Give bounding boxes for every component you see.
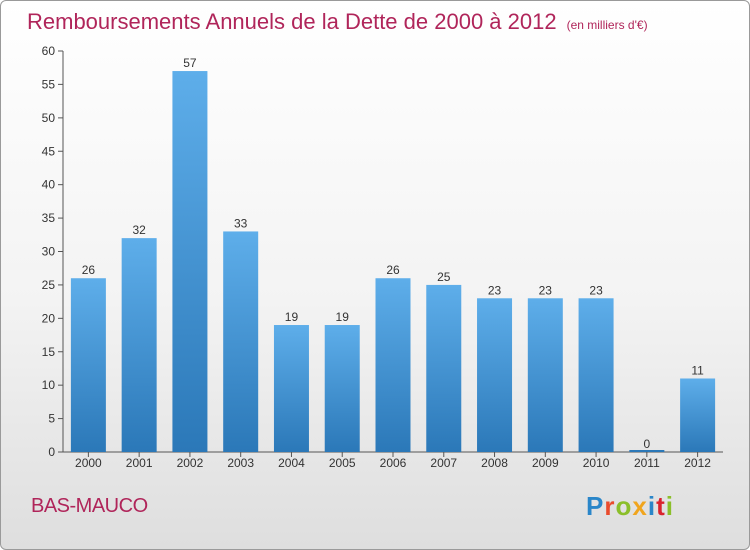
x-tick-label: 2002 <box>177 456 204 470</box>
bar-2004 <box>273 325 309 452</box>
y-tick-label: 10 <box>42 378 56 392</box>
bar-value-label: 26 <box>82 263 96 277</box>
bar-value-label: 0 <box>644 437 651 451</box>
x-tick-label: 2000 <box>75 456 102 470</box>
bar-value-label: 32 <box>132 223 146 237</box>
bar-value-label: 11 <box>691 363 704 377</box>
bar-2000 <box>70 278 106 452</box>
bar-value-label: 26 <box>386 263 400 277</box>
y-tick-label: 5 <box>48 412 55 426</box>
bar-2006 <box>375 278 411 452</box>
x-tick-label: 2001 <box>126 456 153 470</box>
y-tick-label: 0 <box>48 445 55 459</box>
x-tick-label: 2005 <box>329 456 356 470</box>
y-axis-ticks: 0 5 10 15 20 25 30 35 40 45 50 55 60 <box>42 44 63 459</box>
logo-letter: o <box>615 491 633 521</box>
y-tick-label: 50 <box>42 111 56 125</box>
y-tick-label: 35 <box>42 211 56 225</box>
bar-value-label: 57 <box>183 56 197 70</box>
x-tick-label: 2011 <box>634 456 660 470</box>
y-tick-label: 15 <box>42 345 56 359</box>
bar-2007 <box>426 284 462 452</box>
logo-letter: t <box>656 491 666 521</box>
bar-2008 <box>477 298 513 452</box>
x-tick-label: 2006 <box>380 456 407 470</box>
bar-value-label: 19 <box>336 310 350 324</box>
logo-letter: x <box>632 491 648 521</box>
bar-2003 <box>223 231 259 452</box>
logo-letter: P <box>586 491 605 521</box>
bar-value-label: 19 <box>285 310 299 324</box>
y-tick-label: 30 <box>42 245 56 259</box>
x-tick-label: 2007 <box>430 456 457 470</box>
x-tick-label: 2012 <box>684 456 711 470</box>
bar-value-label: 25 <box>437 270 451 284</box>
x-tick-label: 2004 <box>278 456 305 470</box>
y-tick-label: 60 <box>42 44 56 58</box>
commune-name: BAS-MAUCO <box>31 495 148 517</box>
bars: 26 2000 32 2001 57 2002 33 2003 19 2004 19 2005 26 20… <box>70 56 716 470</box>
chart-title-text: Remboursements Annuels de la Dette de 20… <box>27 9 557 34</box>
bar-2012 <box>680 378 716 452</box>
y-tick-label: 40 <box>42 178 56 192</box>
bar-2009 <box>527 298 563 452</box>
bar-value-label: 23 <box>589 283 603 297</box>
bar-2010 <box>578 298 614 452</box>
logo-letter: i <box>665 491 674 521</box>
logo-letter: i <box>647 491 657 521</box>
y-tick-label: 45 <box>42 144 56 158</box>
y-tick-label: 25 <box>42 278 56 292</box>
logo-letter: r <box>604 491 616 521</box>
y-tick-label: 55 <box>42 77 56 91</box>
y-tick-label: 20 <box>42 311 56 325</box>
x-tick-label: 2010 <box>583 456 610 470</box>
chart-title: Remboursements Annuels de la Dette de 20… <box>27 9 648 35</box>
bar-value-label: 23 <box>539 283 553 297</box>
bar-value-label: 23 <box>488 283 502 297</box>
chart-subtitle: (en milliers d'€) <box>566 18 648 32</box>
x-tick-label: 2003 <box>227 456 254 470</box>
bar-2001 <box>121 238 157 452</box>
bar-2002 <box>172 71 208 453</box>
x-tick-label: 2008 <box>481 456 508 470</box>
bar-value-label: 33 <box>234 216 248 230</box>
bar-2005 <box>324 325 360 452</box>
x-tick-label: 2009 <box>532 456 559 470</box>
proxiti-logo: Proxiti <box>586 491 674 522</box>
